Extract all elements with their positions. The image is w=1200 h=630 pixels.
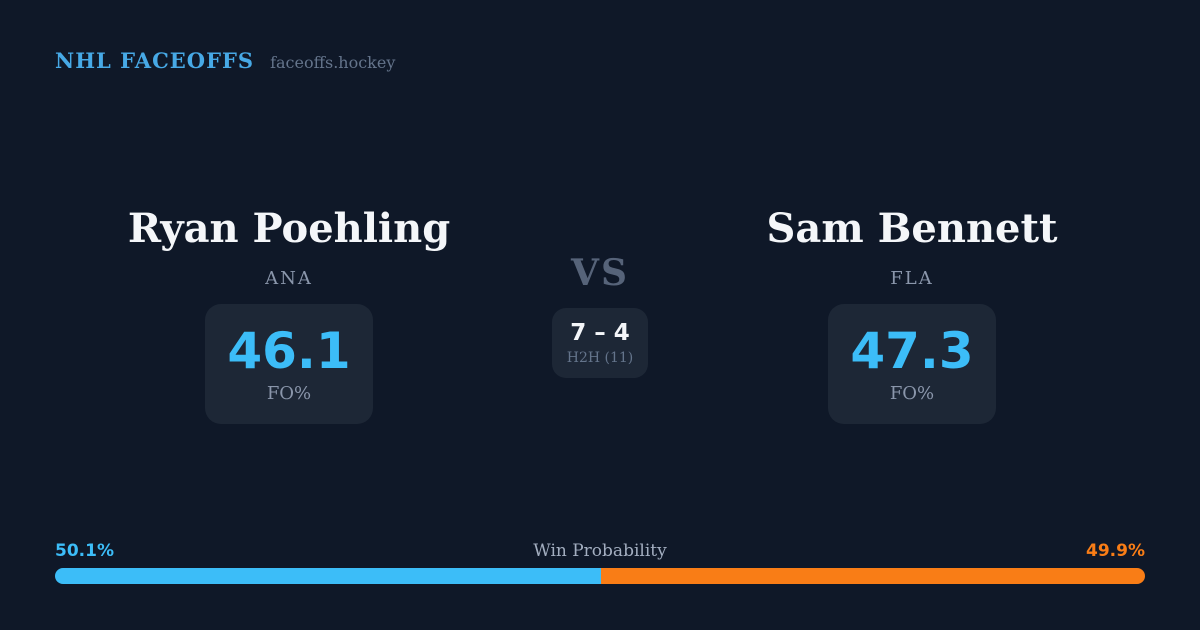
win-prob-fill-left <box>55 568 602 584</box>
player-left-stat-label: FO% <box>266 383 312 404</box>
h2h-record: 7 – 4 <box>570 320 630 346</box>
player-right-team: FLA <box>890 268 934 289</box>
player-right-name: Sam Bennett <box>766 205 1058 252</box>
player-left-name: Ryan Poehling <box>127 205 451 252</box>
site-domain: faceoffs.hockey <box>270 53 396 72</box>
win-probability-labels: 50.1% Win Probability 49.9% <box>55 541 1145 563</box>
player-right-stat-value: 47.3 <box>850 322 974 380</box>
win-prob-fill-right <box>601 568 1145 584</box>
player-left-stat-card: 46.1 FO% <box>205 304 373 424</box>
h2h-label: H2H (11) <box>566 350 634 366</box>
vs-label: VS <box>571 252 629 294</box>
h2h-card: 7 – 4 H2H (11) <box>552 308 648 378</box>
win-probability-bar <box>55 568 1145 584</box>
header: NHL FACEOFFS faceoffs.hockey <box>55 48 395 73</box>
win-prob-left-pct: 50.1% <box>55 541 114 561</box>
player-right-panel: Sam Bennett FLA 47.3 FO% <box>732 205 1092 424</box>
win-probability-title: Win Probability <box>533 541 667 561</box>
player-left-team: ANA <box>265 268 313 289</box>
versus-panel: VS 7 – 4 H2H (11) <box>520 251 680 378</box>
brand-title: NHL FACEOFFS <box>55 48 255 73</box>
win-prob-right-pct: 49.9% <box>1086 541 1145 561</box>
player-right-stat-label: FO% <box>889 383 935 404</box>
player-left-stat-value: 46.1 <box>227 322 351 380</box>
player-left-panel: Ryan Poehling ANA 46.1 FO% <box>109 205 469 424</box>
player-right-stat-card: 47.3 FO% <box>828 304 996 424</box>
